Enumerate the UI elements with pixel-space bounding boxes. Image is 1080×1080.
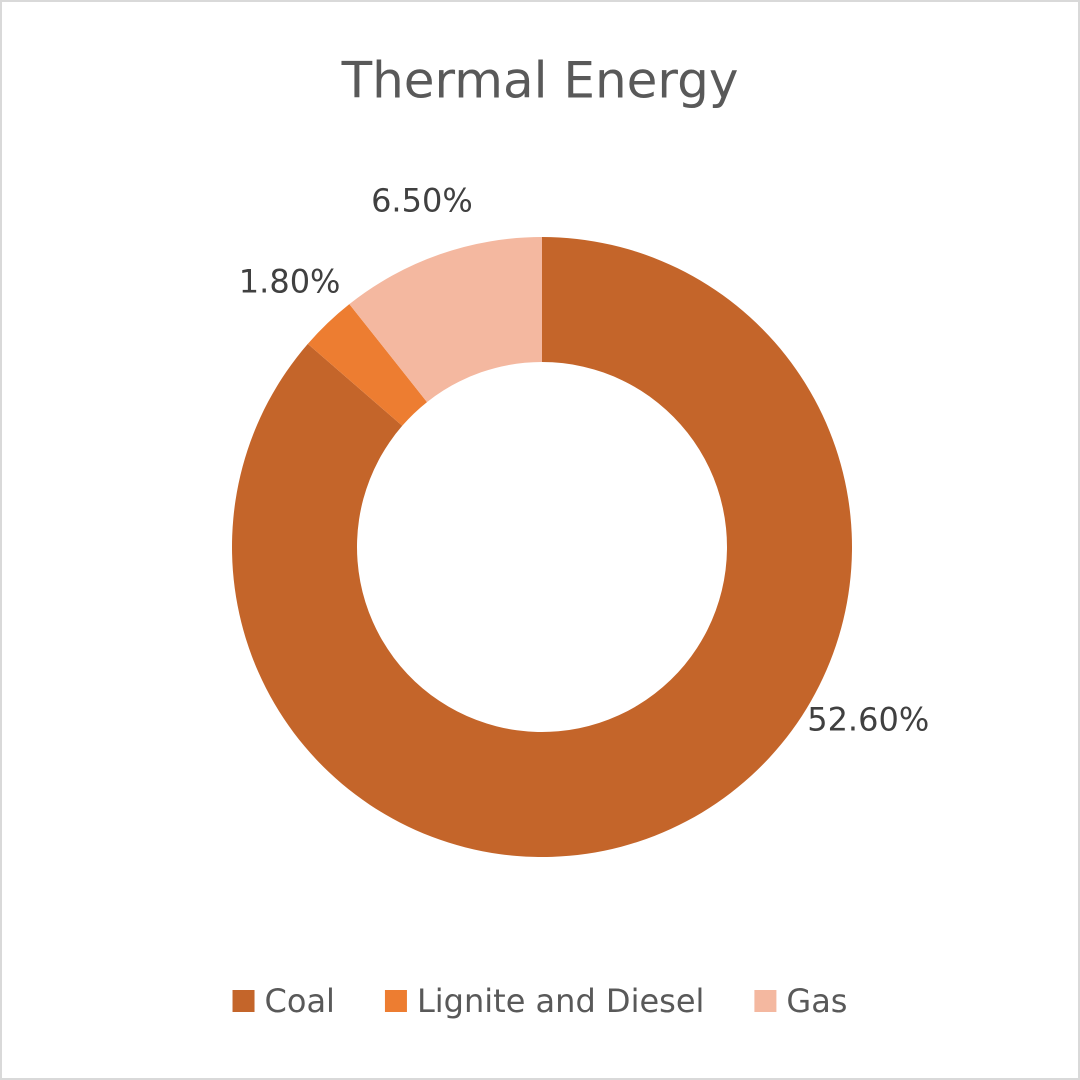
data-label: 52.60%	[807, 701, 929, 739]
donut-segment	[231, 237, 852, 857]
data-label: 6.50%	[371, 181, 473, 219]
legend-label: Gas	[786, 982, 847, 1020]
legend-swatch	[232, 990, 255, 1012]
chart-title: Thermal Energy	[341, 52, 739, 110]
legend-label: Lignite and Diesel	[417, 982, 704, 1020]
legend-swatch	[754, 990, 777, 1012]
donut-segment	[307, 304, 428, 426]
data-label: 1.80%	[239, 262, 341, 300]
legend-swatch	[384, 990, 407, 1012]
legend-label: Coal	[265, 982, 335, 1020]
donut-segment	[349, 237, 542, 403]
